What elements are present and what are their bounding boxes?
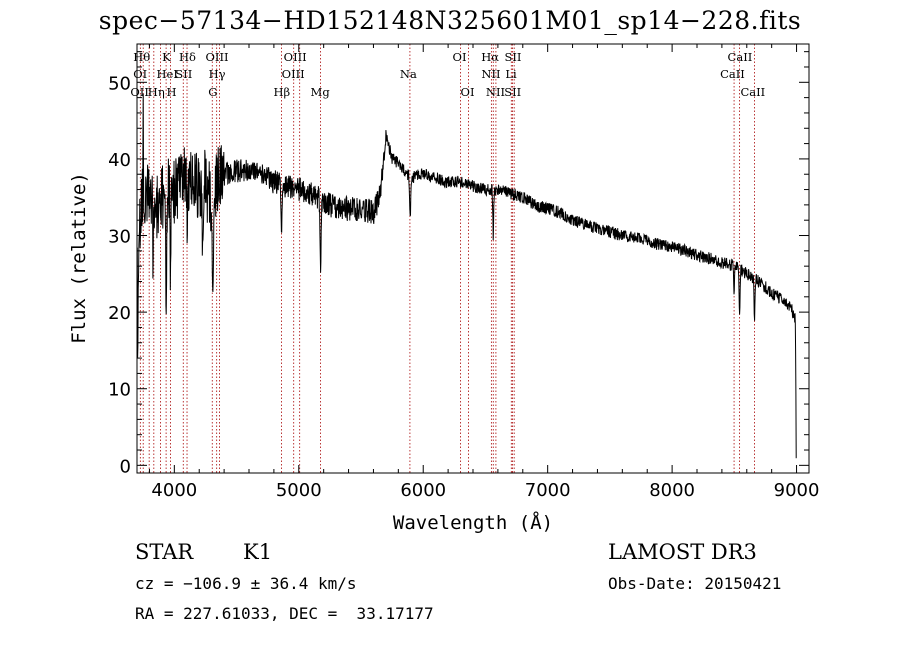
- line-marker-label: Hβ: [273, 85, 290, 99]
- line-marker-label: OIII: [282, 67, 305, 81]
- spectrum-series: [136, 93, 797, 459]
- line-marker-label: HeI: [157, 67, 178, 81]
- axis-tick-labels: 4000 5000 6000 7000 8000 9000 0 10 20 30 40 50: [108, 73, 819, 501]
- line-marker-label: NII: [486, 85, 505, 99]
- page-title: spec−57134−HD152148N325601M01_sp14−228.f…: [98, 6, 802, 35]
- line-marker-label: OI: [133, 67, 147, 81]
- line-marker-label: Hη: [148, 85, 165, 99]
- line-marker-label: Na: [400, 67, 417, 81]
- line-marker-label: K: [162, 50, 171, 64]
- line-marker-label: NII: [481, 67, 500, 81]
- redshift-readout: cz = −106.9 ± 36.4 km/s: [135, 574, 357, 593]
- line-marker-label: Mg: [311, 85, 331, 99]
- line-marker-label: Hγ: [209, 67, 226, 81]
- y-tick-label: 0: [120, 456, 131, 477]
- line-marker-label: SII: [175, 67, 192, 81]
- x-tick-label: 7000: [525, 480, 571, 501]
- x-tick-label: 6000: [400, 480, 446, 501]
- y-tick-label: 30: [108, 227, 131, 248]
- x-axis-label: Wavelength (Å): [393, 511, 553, 534]
- line-marker-label: SII: [504, 85, 521, 99]
- line-marker-label: OI: [461, 85, 475, 99]
- survey-label: LAMOST DR3: [608, 540, 757, 564]
- line-marker-label: H: [166, 85, 176, 99]
- y-tick-label: 10: [108, 380, 131, 401]
- line-marker-label: Li: [505, 67, 517, 81]
- obs-date: Obs-Date: 20150421: [608, 574, 782, 593]
- y-tick-label: 20: [108, 303, 131, 324]
- line-marker-label: CaII: [728, 50, 753, 64]
- x-tick-label: 9000: [774, 480, 820, 501]
- line-marker-label: OII: [130, 85, 149, 99]
- line-marker-label: Hδ: [179, 50, 196, 64]
- line-marker-label: G: [208, 85, 217, 99]
- axis-ticks: [137, 44, 809, 473]
- coordinates: RA = 227.61033, DEC = 33.17177: [135, 604, 434, 623]
- y-tick-label: 50: [108, 73, 131, 94]
- line-marker-label: OI: [453, 50, 467, 64]
- object-subclass: K1: [243, 540, 273, 564]
- line-marker-label: SII: [504, 50, 521, 64]
- line-marker-label: OIII: [206, 50, 229, 64]
- y-axis-label: Flux (relative): [68, 172, 90, 344]
- x-tick-label: 4000: [151, 480, 197, 501]
- object-class: STAR: [135, 540, 194, 564]
- line-marker-label: CaII: [740, 85, 765, 99]
- line-marker-label: OIII: [284, 50, 307, 64]
- line-marker-label: Hα: [481, 50, 499, 64]
- y-tick-label: 40: [108, 150, 131, 171]
- x-tick-label: 8000: [649, 480, 695, 501]
- plot-frame: [136, 43, 810, 474]
- line-markers: [139, 44, 755, 473]
- line-marker-label: CaII: [720, 67, 745, 81]
- x-tick-label: 5000: [276, 480, 322, 501]
